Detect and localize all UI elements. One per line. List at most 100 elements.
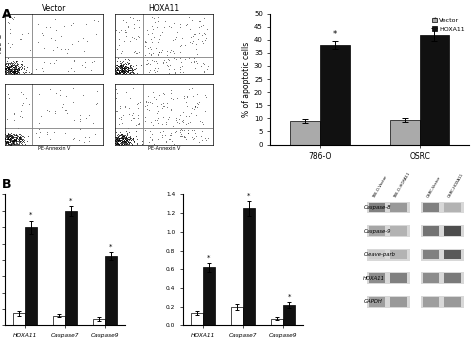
Point xyxy=(71,69,78,74)
Bar xyxy=(283,305,295,325)
Point xyxy=(13,66,21,71)
Point xyxy=(116,70,123,75)
Point xyxy=(128,136,136,141)
Point xyxy=(122,137,129,143)
Point xyxy=(17,139,24,145)
Point xyxy=(145,107,153,112)
Point xyxy=(143,27,150,33)
Point xyxy=(12,142,20,147)
Point xyxy=(113,139,120,144)
Point xyxy=(12,59,20,64)
Point xyxy=(154,115,162,120)
Point xyxy=(159,90,167,96)
Point xyxy=(6,139,14,144)
Point xyxy=(15,136,22,141)
Point xyxy=(181,134,189,139)
Point xyxy=(9,64,17,70)
Point xyxy=(125,137,133,142)
Point xyxy=(146,99,154,104)
Point xyxy=(18,137,25,142)
Point xyxy=(14,63,21,68)
Point xyxy=(9,136,16,141)
Point xyxy=(114,133,122,138)
Point xyxy=(10,67,18,73)
Point xyxy=(9,68,17,74)
Point xyxy=(132,66,139,72)
Point xyxy=(173,95,181,100)
Point xyxy=(7,67,15,73)
Point xyxy=(14,69,21,75)
Point xyxy=(150,59,158,64)
Point xyxy=(120,71,128,76)
Point xyxy=(8,140,16,145)
Bar xyxy=(445,250,461,259)
Point xyxy=(202,94,210,100)
Point xyxy=(10,64,18,69)
Point xyxy=(126,139,134,145)
Point xyxy=(121,69,129,75)
Point xyxy=(15,140,22,145)
Point xyxy=(188,40,196,46)
Point xyxy=(119,136,127,141)
Point xyxy=(113,140,121,145)
Point xyxy=(120,135,128,140)
Point xyxy=(9,61,16,66)
Point xyxy=(18,62,26,68)
Point xyxy=(120,65,128,71)
Point xyxy=(16,70,23,76)
Point xyxy=(12,140,20,145)
Point xyxy=(147,46,155,52)
Point xyxy=(81,60,89,65)
Point xyxy=(144,61,152,66)
Point xyxy=(8,68,15,73)
Point xyxy=(141,128,148,133)
Point xyxy=(120,135,128,140)
Point xyxy=(9,134,17,140)
Point xyxy=(6,95,13,101)
Point xyxy=(35,39,42,44)
Point xyxy=(147,52,155,58)
Point xyxy=(9,131,17,137)
Point xyxy=(124,69,132,75)
Point xyxy=(122,137,130,143)
Point xyxy=(112,140,119,146)
Point xyxy=(15,65,22,71)
Point xyxy=(91,58,98,63)
Point xyxy=(121,139,129,144)
Point xyxy=(8,133,15,138)
Point xyxy=(112,69,119,74)
Point xyxy=(117,114,124,119)
Point xyxy=(133,141,141,146)
Point xyxy=(118,66,125,71)
Point xyxy=(16,138,23,143)
Text: OSRC-Vector: OSRC-Vector xyxy=(426,175,442,198)
Point xyxy=(15,67,23,73)
Bar xyxy=(420,249,464,261)
Point xyxy=(120,138,128,143)
Point xyxy=(6,142,13,147)
Point xyxy=(9,60,16,66)
Point xyxy=(127,140,134,145)
Point xyxy=(114,65,122,71)
Point xyxy=(9,68,17,74)
Point xyxy=(201,31,209,36)
Point xyxy=(18,137,26,142)
Point xyxy=(149,51,157,56)
Point xyxy=(70,58,78,64)
Point xyxy=(4,59,11,64)
Point xyxy=(193,51,201,56)
Point xyxy=(192,112,200,117)
Point xyxy=(185,114,192,119)
Point xyxy=(2,133,9,138)
Point xyxy=(116,138,124,143)
Point xyxy=(6,140,14,145)
Point xyxy=(6,70,13,75)
Point xyxy=(167,90,174,95)
Point xyxy=(134,71,141,76)
Point xyxy=(15,65,22,71)
Point xyxy=(51,16,59,22)
Point xyxy=(13,135,20,140)
Point xyxy=(160,59,167,65)
Point xyxy=(113,140,121,145)
Text: 786-O-Vector: 786-O-Vector xyxy=(372,174,388,198)
